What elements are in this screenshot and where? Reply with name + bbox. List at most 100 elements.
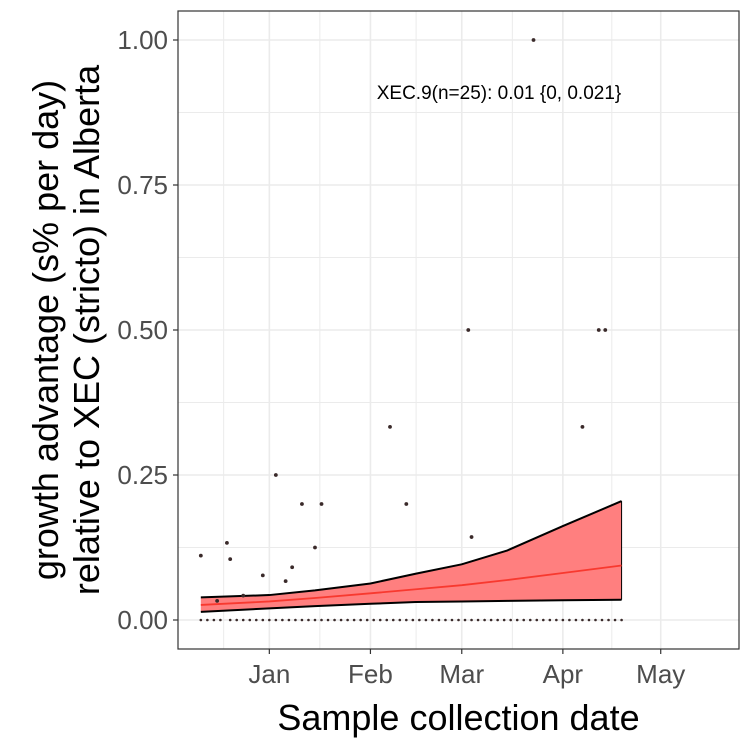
data-point-zero [496,618,499,622]
data-point [290,565,295,570]
data-point-zero [450,618,454,622]
data-point-zero [522,618,526,622]
data-point-zero [333,618,336,622]
data-point-zero [502,618,506,622]
data-point-zero [241,618,245,622]
data-point-zero [248,618,252,622]
data-point-zero [300,618,304,622]
data-point-zero [489,618,493,622]
data-point [580,424,585,429]
data-point-zero [326,618,330,622]
data-point-zero [607,618,610,622]
data-point-zero [470,618,473,622]
data-point [300,502,304,506]
data-point-zero [206,618,209,622]
data-point-zero [235,618,239,622]
data-point-zero [199,618,203,622]
data-point-zero [228,618,232,622]
data-point [388,424,392,429]
data-point-zero [274,618,278,622]
data-point [283,579,288,584]
data-point-zero [548,618,552,622]
data-point-zero [561,618,565,622]
data-point-zero [620,618,623,622]
data-point-zero [444,618,447,622]
data-point-zero [509,618,512,622]
x-tick-label: Jan [248,659,290,689]
data-point [273,473,278,477]
data-point-zero [287,618,291,622]
data-point [469,535,474,539]
x-tick-label: Apr [543,659,584,689]
data-point-zero [359,618,362,622]
data-point [228,557,233,561]
data-point-zero [212,618,216,622]
y-tick-label: 0.50 [117,315,168,345]
data-point-zero [463,618,467,622]
model-annotation: XEC.9(n=25): 0.01 {0, 0.021} [377,83,622,104]
data-point [313,545,317,550]
data-point-zero [398,618,402,622]
y-tick-label: 0.25 [117,460,168,490]
data-point-zero [594,618,597,622]
data-point [198,553,203,558]
data-point [260,573,265,578]
data-point-zero [613,618,617,622]
data-point-zero [254,618,258,622]
data-point-zero [294,618,297,622]
data-point-zero [555,618,558,622]
y-tick-label: 0.00 [117,605,168,635]
x-tick-label: Feb [348,659,393,689]
data-point-zero [587,618,591,622]
data-point [215,598,220,603]
data-point-zero [346,618,349,622]
data-point-zero [261,618,265,622]
data-point-zero [476,618,480,622]
y-axis-title-line-2: relative to XEC (stricto) in Alberta [66,64,107,595]
y-tick-label: 1.00 [117,25,168,55]
data-point-zero [542,618,545,622]
data-point-zero [431,618,434,622]
y-tick-label: 0.75 [117,170,168,200]
fit-line [200,564,622,606]
data-point [319,502,324,506]
y-axis-ticks: 0.00 0.25 0.50 0.75 1.00 [117,25,178,635]
data-point [603,328,608,332]
confidence-ribbon [200,501,622,612]
data-point-zero [405,618,408,622]
data-point-zero [307,618,310,622]
x-axis-ticks: Jan Feb Mar Apr May [248,649,685,689]
confidence-ribbon-group [200,500,623,613]
data-point-zero [528,618,532,622]
data-point [596,328,601,332]
data-point-zero [313,618,317,622]
data-point-zero [365,618,369,622]
ribbon-upper-edge [200,500,622,599]
data-point [466,328,471,332]
data-point-zero [574,618,578,622]
data-point [241,593,246,598]
data-point-zero [411,618,415,622]
data-point [531,38,536,42]
data-point-zero [568,618,571,622]
data-point-zero [385,618,389,622]
data-point-zero [219,618,222,622]
data-point-zero [378,618,382,622]
x-axis-title: Sample collection date [277,697,639,738]
data-point-zero [600,618,604,622]
data-point [404,502,409,506]
data-point-zero [581,618,584,622]
grid-lines [178,11,739,649]
zero-points-group [199,618,623,622]
x-tick-label: May [636,659,685,689]
data-point-zero [515,618,519,622]
data-point-zero [437,618,441,622]
data-point-zero [457,618,460,622]
data-point-zero [391,618,395,622]
data-point-zero [535,618,539,622]
ribbon-lower-edge [200,598,622,613]
data-point-zero [418,618,421,622]
data-point [225,540,229,545]
data-point-zero [483,618,486,622]
